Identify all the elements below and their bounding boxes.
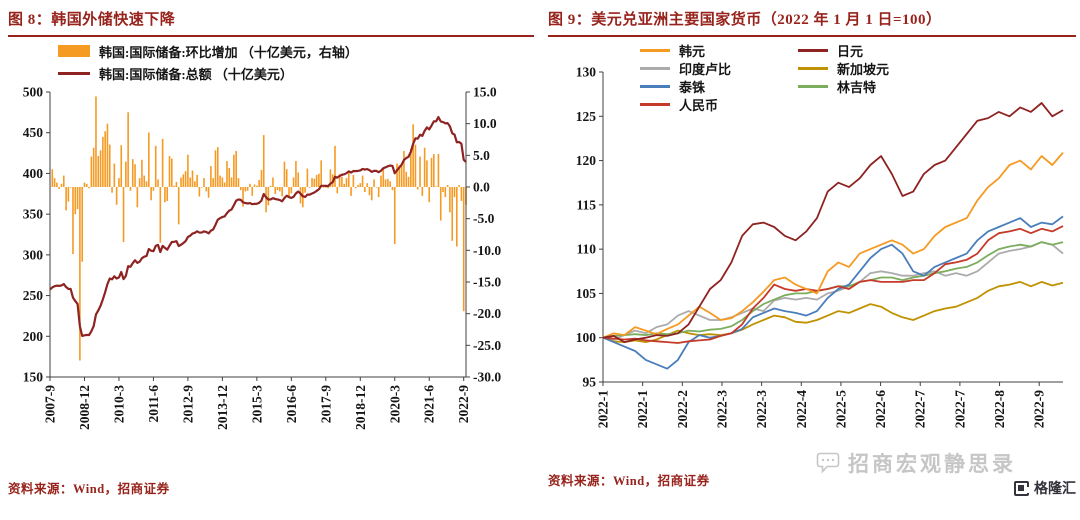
svg-text:2020-3: 2020-3 (387, 385, 402, 423)
watermark-text: 招商宏观静思录 (848, 452, 1016, 476)
svg-text:400: 400 (23, 166, 44, 181)
legend-label: 韩国:国际储备:总额 （十亿美元） (99, 66, 293, 82)
legend-item: 韩元 (640, 42, 798, 59)
legend-label: 林吉特 (837, 80, 877, 95)
svg-text:2022-8: 2022-8 (992, 390, 1007, 428)
gelonghui-text: 格隆汇 (1034, 482, 1076, 497)
legend-label: 韩国:国际储备:环比增加 （十亿美元，右轴） (99, 44, 358, 60)
svg-text:300: 300 (23, 247, 44, 262)
legend-swatch (640, 103, 670, 106)
figure-8-source: 资料来源：Wind，招商证券 (8, 482, 170, 496)
svg-text:2022-3: 2022-3 (754, 390, 769, 428)
figure-9-legend: 韩元 日元印度卢比 新加坡元泰铢 林吉特人民币 (640, 42, 956, 113)
svg-text:350: 350 (23, 207, 44, 222)
svg-text:2021-6: 2021-6 (422, 385, 437, 423)
watermark: 招商宏观静思录 (816, 448, 1016, 478)
svg-text:-25.0: -25.0 (473, 338, 501, 353)
legend-label: 印度卢比 (679, 62, 732, 77)
legend-item: 韩国:国际储备:总额 （十亿美元） (58, 62, 358, 84)
legend-label: 泰铢 (679, 80, 706, 95)
svg-text:2022-3: 2022-3 (714, 390, 729, 428)
svg-text:2022-7: 2022-7 (913, 390, 928, 428)
figure-9-panel: 图 9：美元兑亚洲主要国家货币（2022 年 1 月 1 日=100） 韩元 日元… (548, 0, 1076, 520)
svg-text:-5.0: -5.0 (473, 211, 495, 226)
svg-text:500: 500 (23, 85, 44, 100)
svg-text:2022-1: 2022-1 (596, 390, 611, 428)
svg-text:15.0: 15.0 (473, 85, 497, 100)
svg-text:2022-4: 2022-4 (794, 390, 809, 428)
legend-swatch (798, 49, 828, 52)
svg-text:110: 110 (576, 242, 596, 257)
legend-item: 林吉特 (798, 78, 956, 95)
legend-item: 新加坡元 (798, 60, 956, 77)
svg-text:2022-2: 2022-2 (675, 390, 690, 428)
svg-text:2022-7: 2022-7 (952, 390, 967, 428)
legend-item: 印度卢比 (640, 60, 798, 77)
svg-text:2016-6: 2016-6 (284, 385, 299, 423)
svg-text:120: 120 (576, 153, 597, 168)
svg-text:2022-1: 2022-1 (635, 390, 650, 428)
svg-text:95: 95 (583, 375, 597, 390)
legend-swatch (798, 85, 828, 88)
usd-asia-fx-chart: 95 100 105 110 115 120 125 130 2022-1 2022-1 2022-… (576, 65, 1064, 428)
svg-text:2011-6: 2011-6 (146, 385, 161, 423)
legend-swatch (640, 67, 670, 70)
svg-text:100: 100 (576, 330, 597, 345)
svg-text:5.0: 5.0 (473, 148, 490, 163)
svg-text:250: 250 (23, 288, 44, 303)
svg-text:2022-5: 2022-5 (833, 390, 848, 428)
legend-item: 日元 (798, 42, 956, 59)
svg-text:-30.0: -30.0 (473, 370, 501, 385)
svg-text:130: 130 (576, 65, 597, 80)
svg-text:10.0: 10.0 (473, 116, 497, 131)
svg-text:150: 150 (23, 370, 44, 385)
legend-item: 泰铢 (640, 78, 798, 95)
legend-item: 韩国:国际储备:环比增加 （十亿美元，右轴） (58, 40, 358, 62)
svg-text:115: 115 (576, 197, 596, 212)
svg-text:2008-12: 2008-12 (77, 385, 92, 430)
svg-text:2010-3: 2010-3 (111, 385, 126, 423)
svg-text:2017-9: 2017-9 (318, 385, 333, 423)
svg-text:-15.0: -15.0 (473, 275, 501, 290)
figure-9-title: 图 9：美元兑亚洲主要国家货币（2022 年 1 月 1 日=100） (548, 0, 1076, 37)
svg-text:125: 125 (576, 109, 597, 124)
figure-8-title: 图 8：韩国外储快速下降 (8, 0, 534, 37)
speech-bubble-icon (816, 452, 840, 474)
legend-label: 人民币 (679, 98, 719, 113)
gelonghui-logo: 格隆汇 (1014, 478, 1076, 498)
svg-text:2007-9: 2007-9 (43, 385, 58, 423)
svg-text:-20.0: -20.0 (473, 306, 501, 321)
svg-text:2022-9: 2022-9 (1032, 390, 1047, 428)
legend-swatch (58, 71, 90, 75)
svg-text:2013-12: 2013-12 (215, 385, 230, 430)
svg-text:0.0: 0.0 (473, 180, 490, 195)
svg-text:2015-3: 2015-3 (249, 385, 264, 423)
figure-9-source: 资料来源：Wind，招商证券 (548, 474, 710, 488)
svg-text:105: 105 (576, 286, 597, 301)
svg-text:2022-6: 2022-6 (873, 390, 888, 428)
legend-swatch (798, 67, 828, 70)
svg-text:-10.0: -10.0 (473, 243, 501, 258)
svg-text:450: 450 (23, 125, 44, 140)
svg-text:2012-9: 2012-9 (180, 385, 195, 423)
legend-swatch (640, 85, 670, 88)
figure-8-legend: 韩国:国际储备:环比增加 （十亿美元，右轴） 韩国:国际储备:总额 （十亿美元） (58, 40, 358, 84)
figure-8-panel: 图 8：韩国外储快速下降 韩国:国际储备:环比增加 （十亿美元，右轴） 韩国:国际… (8, 0, 534, 520)
legend-label: 新加坡元 (837, 62, 890, 77)
korea-reserves-chart: 150 200 250 300 350 400 450 500 -30.0 -25.0 -20.0 -… (23, 85, 502, 431)
legend-swatch (640, 49, 670, 52)
legend-label: 韩元 (679, 44, 706, 59)
legend-item: 人民币 (640, 96, 798, 113)
legend-label: 日元 (837, 44, 864, 59)
gelonghui-icon (1014, 480, 1030, 496)
legend-swatch (58, 45, 90, 57)
svg-text:2018-12: 2018-12 (353, 385, 368, 430)
svg-text:2022-9: 2022-9 (456, 385, 471, 423)
svg-text:200: 200 (23, 329, 44, 344)
